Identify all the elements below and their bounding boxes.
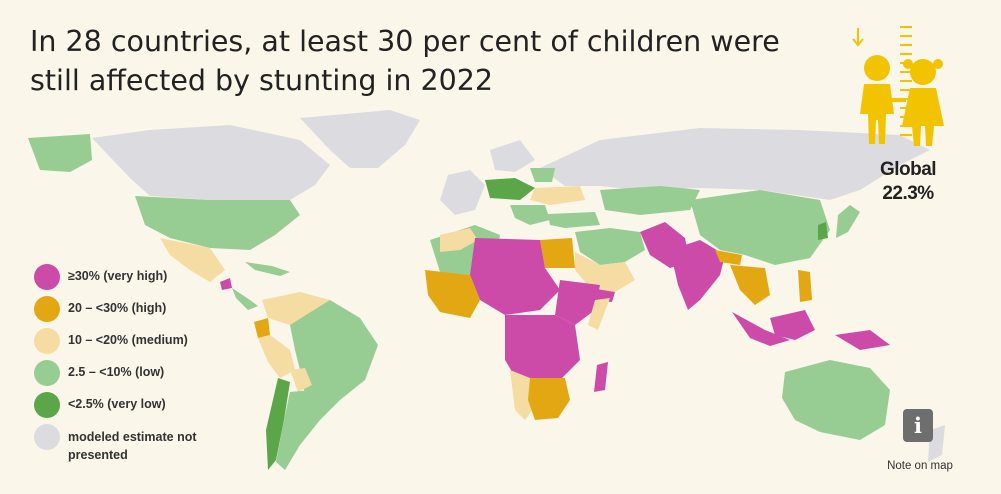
children-height-icon — [852, 26, 944, 146]
madagascar-region[interactable] — [594, 362, 608, 392]
korea-japan-region[interactable] — [818, 222, 828, 240]
page-title: In 28 countries, at least 30 per cent of… — [30, 25, 780, 97]
legend-swatch — [34, 264, 60, 290]
india-region[interactable] — [670, 240, 725, 310]
global-value: 22.3% — [882, 183, 934, 204]
japan-region[interactable] — [836, 205, 860, 238]
middle-east-region[interactable] — [575, 228, 645, 265]
southern-africa-region[interactable] — [528, 378, 570, 420]
legend-item-high: 20 – <30% (high) — [34, 296, 238, 328]
southeast-asia-region[interactable] — [730, 265, 770, 305]
guatemala-region[interactable] — [220, 278, 232, 290]
legend-label: 2.5 – <10% (low) — [68, 365, 165, 379]
indonesia-east-region[interactable] — [770, 310, 815, 340]
usa-region[interactable] — [135, 196, 300, 250]
egypt-region[interactable] — [540, 238, 575, 268]
legend-item-not-presented: modeled estimate not presented — [34, 424, 238, 474]
philippines-region[interactable] — [798, 270, 812, 302]
central-africa-region[interactable] — [505, 315, 580, 385]
legend-swatch — [34, 360, 60, 386]
canada-region[interactable] — [92, 125, 330, 200]
legend-swatch — [34, 296, 60, 322]
note-on-map-label[interactable]: Note on map — [887, 460, 953, 472]
saudi-arabia-region[interactable] — [575, 252, 635, 292]
map-legend: ≥30% (very high) 20 – <30% (high) 10 – <… — [34, 264, 238, 474]
nepal-bangladesh-region[interactable] — [715, 250, 742, 265]
info-icon: i — [914, 413, 922, 438]
legend-label: 10 – <20% (medium) — [68, 333, 188, 347]
legend-label: modeled estimate not presented — [68, 430, 197, 462]
western-europe-region[interactable] — [440, 170, 485, 215]
ukraine-region[interactable] — [530, 186, 585, 205]
poland-region[interactable] — [485, 178, 535, 200]
bolivia-region[interactable] — [290, 368, 312, 392]
china-mongolia-region[interactable] — [690, 190, 830, 265]
greenland-region[interactable] — [300, 110, 420, 168]
legend-item-very-low: <2.5% (very low) — [34, 392, 238, 424]
global-stat: Global 22.3% — [858, 158, 958, 206]
global-label: Global — [879, 159, 937, 180]
kazakhstan-region[interactable] — [600, 186, 700, 215]
east-africa-region[interactable] — [555, 280, 600, 325]
central-america-region[interactable] — [232, 288, 258, 310]
balkans-region[interactable] — [510, 205, 550, 225]
legend-label: ≥30% (very high) — [68, 269, 168, 283]
legend-item-medium: 10 – <20% (medium) — [34, 328, 238, 360]
legend-swatch — [34, 392, 60, 418]
legend-swatch — [34, 424, 60, 450]
mexico-region[interactable] — [160, 238, 225, 282]
legend-item-low: 2.5 – <10% (low) — [34, 360, 238, 392]
scandinavia-region[interactable] — [490, 140, 535, 172]
legend-label: 20 – <30% (high) — [68, 301, 167, 315]
legend-label: <2.5% (very low) — [68, 397, 166, 411]
west-africa-region[interactable] — [425, 270, 480, 318]
baltic-region[interactable] — [530, 168, 555, 182]
ecuador-region[interactable] — [254, 318, 270, 338]
papua-region[interactable] — [835, 330, 890, 350]
indonesia-region[interactable] — [732, 312, 790, 346]
note-on-map-button[interactable]: i — [903, 409, 933, 442]
somalia-region[interactable] — [588, 298, 610, 330]
legend-swatch — [34, 328, 60, 354]
argentina-region[interactable] — [276, 390, 320, 470]
sahel-region[interactable] — [470, 238, 560, 315]
australia-region[interactable] — [782, 360, 890, 440]
caribbean-region[interactable] — [245, 262, 290, 276]
chile-region[interactable] — [266, 378, 290, 470]
morocco-region[interactable] — [440, 228, 478, 252]
legend-item-very-high: ≥30% (very high) — [34, 264, 238, 296]
peru-region[interactable] — [258, 335, 295, 378]
turkey-region[interactable] — [548, 212, 600, 228]
russia-region[interactable] — [540, 128, 930, 200]
alaska-region[interactable] — [28, 134, 92, 172]
